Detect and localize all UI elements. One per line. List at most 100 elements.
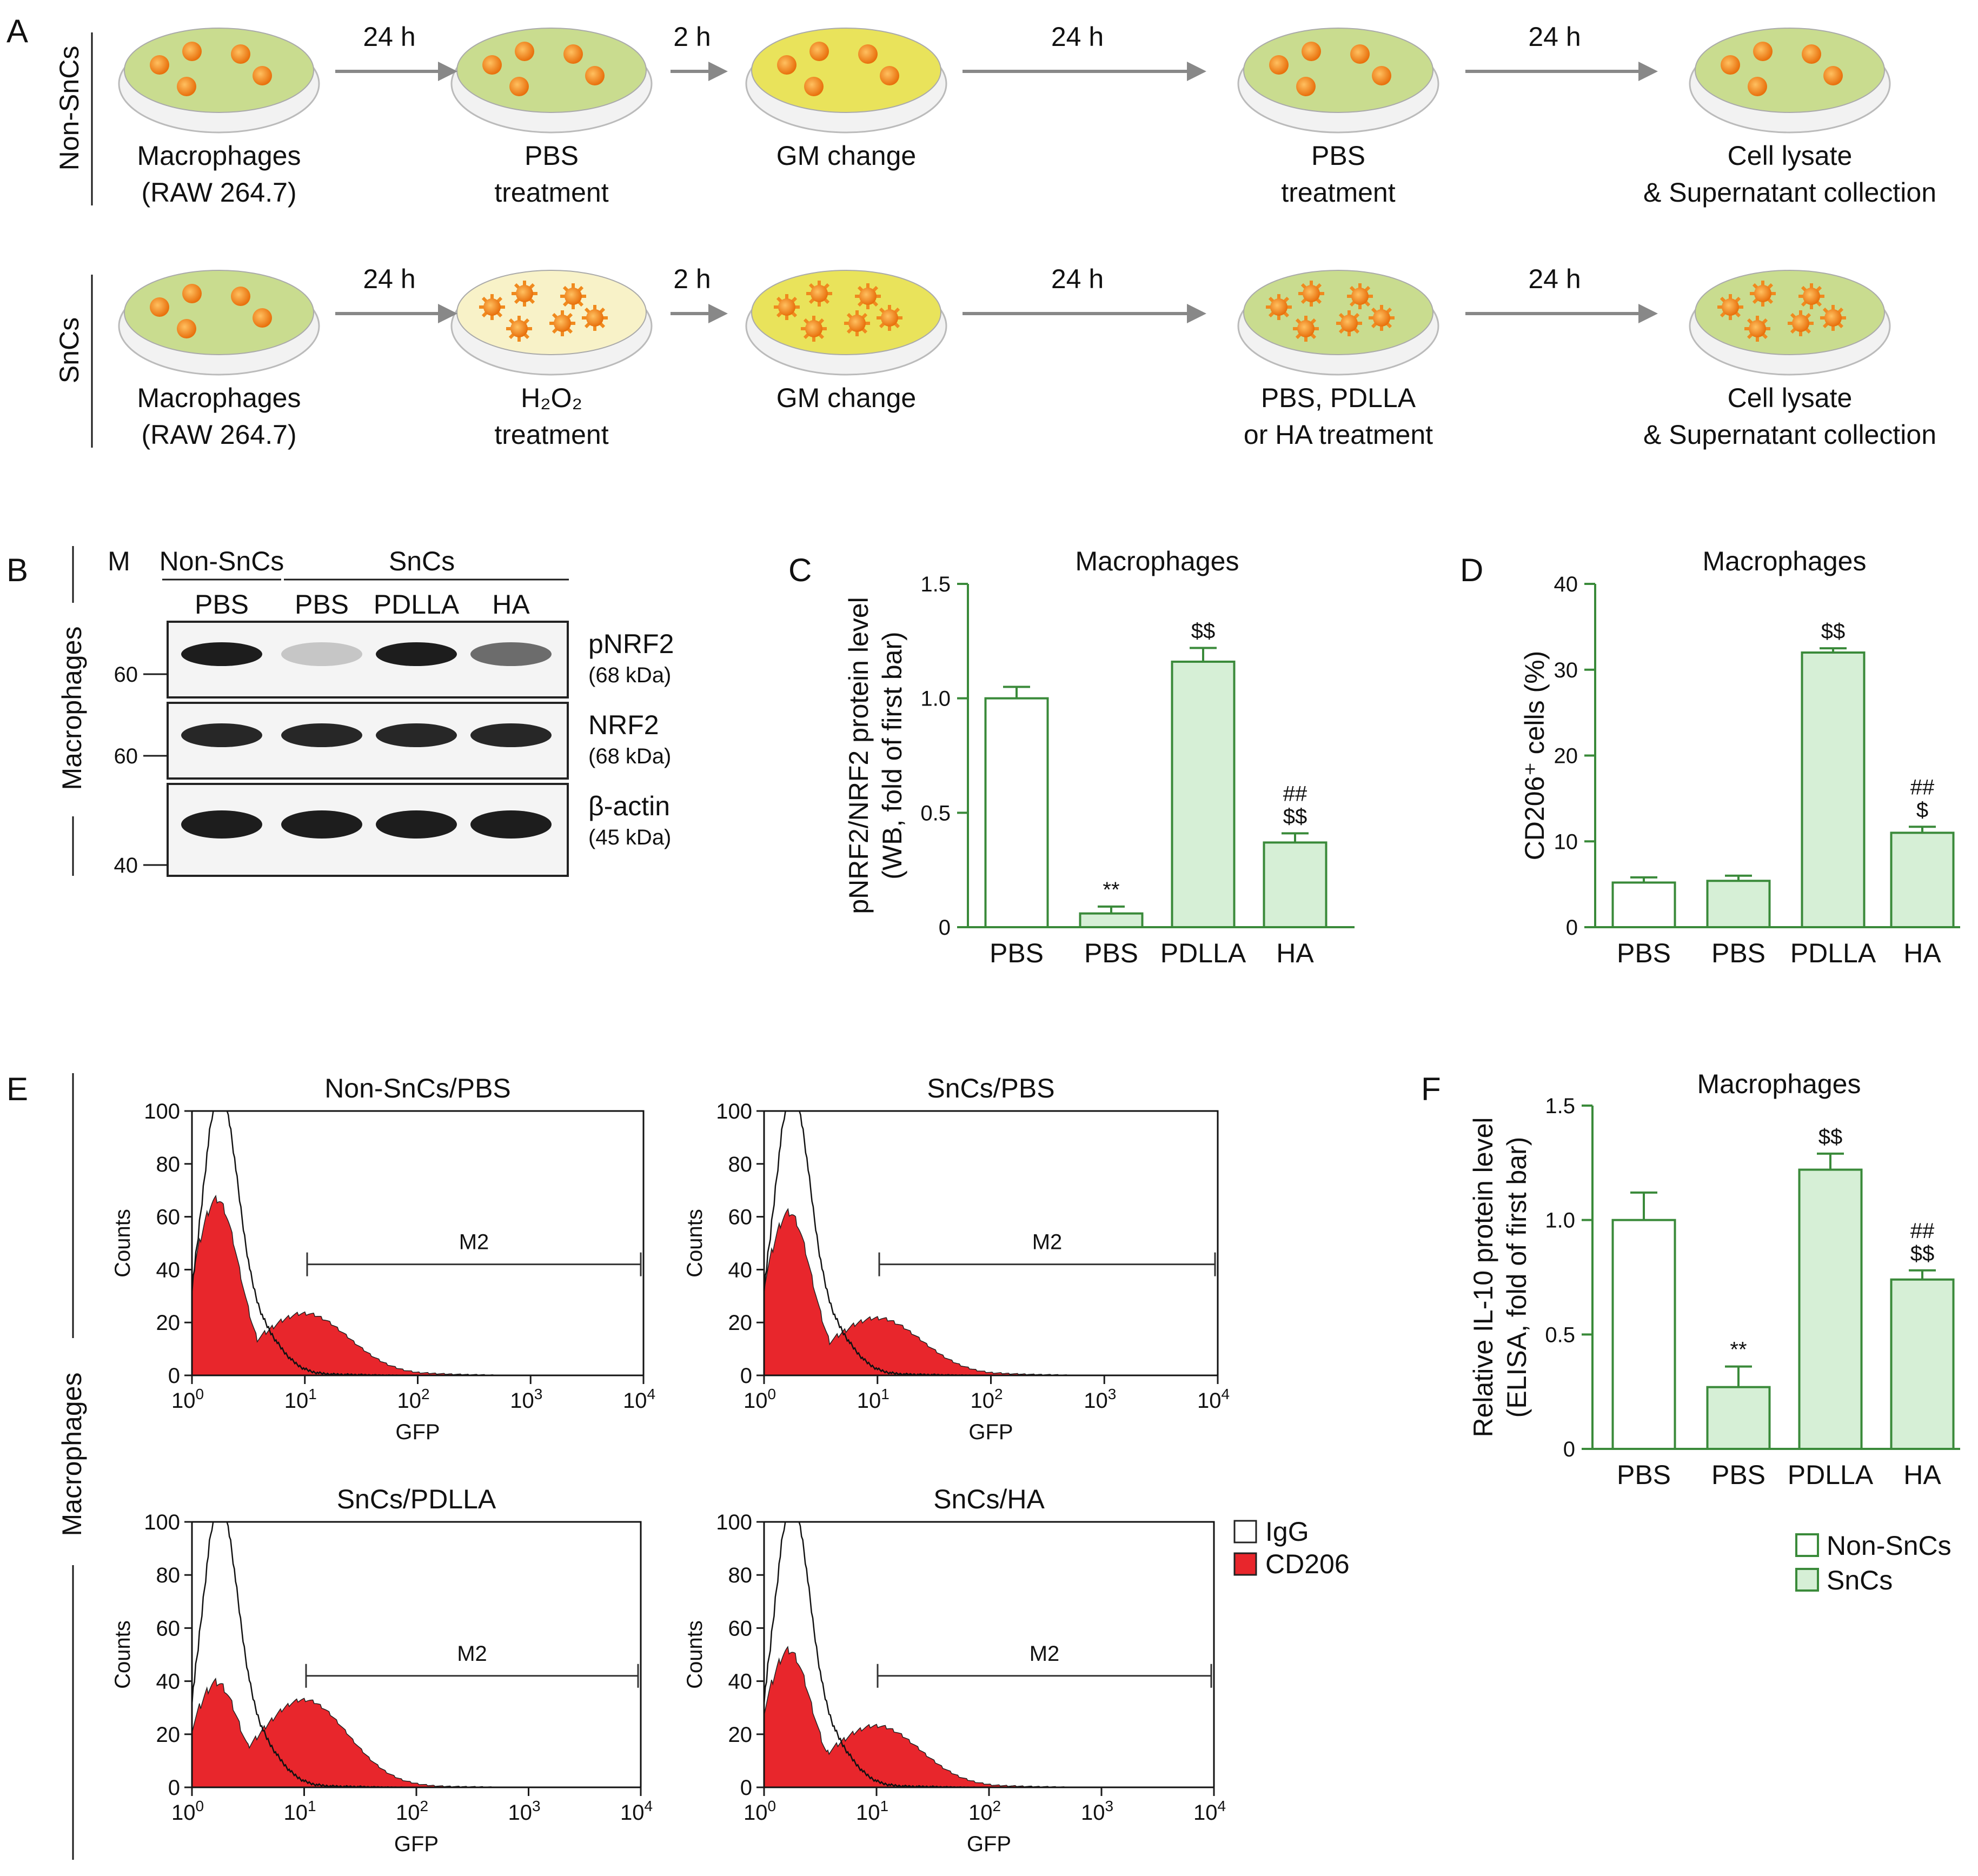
y-tick-label: 40 (156, 1258, 181, 1282)
histogram-title: SnCs/HA (933, 1484, 1045, 1514)
protein-band (376, 642, 457, 666)
dish-medium (124, 28, 314, 113)
row-label: Non-SnCs (54, 46, 84, 171)
m2-gate-label: M2 (459, 1230, 489, 1254)
y-tick-label: 40 (728, 1670, 753, 1694)
macrophage-cell (809, 42, 829, 61)
x-axis-label: GFP (967, 1832, 1011, 1856)
x-tick-label: 104 (1197, 1386, 1230, 1413)
cell-body (805, 320, 822, 337)
macrophage-cell (182, 42, 202, 61)
significance-mark: $$ (1818, 1125, 1843, 1149)
culture-dish (118, 270, 320, 376)
step-label-line1: H₂O₂ (521, 383, 582, 413)
macrophage-cell (1269, 55, 1289, 75)
macrophage-cell (509, 77, 529, 96)
senescent-cell (549, 310, 575, 336)
y-tick-label: 1.5 (920, 573, 951, 596)
senescent-cell (844, 310, 870, 336)
histogram-title: SnCs/PBS (927, 1073, 1054, 1103)
y-axis-label-line1: Relative IL-10 protein level (1468, 1117, 1498, 1438)
y-tick-label: 20 (728, 1723, 753, 1747)
histogram-plot: SnCs/HA 0 20 40 60 80 100 100 101 102 103 104 GFP Cou… (683, 1484, 1226, 1856)
cell-body (586, 309, 603, 327)
dish-medium (1243, 28, 1433, 113)
blot-strip: 60 pNRF2 (68 kDa) (114, 621, 674, 698)
cell-body (510, 320, 528, 337)
protein-band (281, 642, 362, 666)
y-tick-label: 100 (716, 1100, 752, 1123)
senescent-cell (1266, 294, 1292, 320)
y-axis-label: Counts (683, 1209, 707, 1278)
legend-cd206-label: CD206 (1265, 1549, 1350, 1579)
y-tick-label: 40 (1554, 573, 1578, 596)
arrow-duration: 24 h (363, 264, 415, 294)
culture-dish (1237, 28, 1439, 134)
culture-dish (745, 28, 947, 134)
cell-body (1824, 309, 1842, 327)
culture-dish (1689, 270, 1891, 376)
histogram-plot: SnCs/PDLLA 0 20 40 60 80 100 100 101 102 103 104 GFP… (111, 1484, 653, 1856)
x-tick-label: HA (1276, 938, 1314, 968)
bar (1801, 651, 1866, 928)
step-label-line1: Macrophages (137, 141, 301, 171)
cd206-histogram (191, 1678, 641, 1788)
step-label-line2: & Supernatant collection (1643, 177, 1936, 208)
x-tick-label: 101 (857, 1386, 890, 1413)
significance-mark: ** (1730, 1338, 1747, 1362)
blot-target-kda: (45 kDa) (588, 826, 671, 849)
y-tick-label: 80 (156, 1153, 181, 1176)
cell-body (881, 309, 898, 327)
m2-gate-label: M2 (1030, 1642, 1060, 1666)
panel-e-label: E (6, 1071, 28, 1107)
panel-d-label: D (1460, 552, 1483, 588)
cell-body (1803, 288, 1820, 305)
y-tick-label: 60 (728, 1206, 753, 1229)
x-tick-label: 100 (744, 1798, 776, 1825)
macrophage-cell (585, 66, 605, 85)
arrow-duration: 24 h (1051, 22, 1104, 52)
macrophage-cell (804, 77, 824, 96)
dish-medium (1695, 270, 1885, 355)
significance-mark: ** (1103, 878, 1119, 902)
macrophage-cell (177, 77, 196, 96)
y-tick-label: 1.5 (1545, 1094, 1575, 1118)
y-tick-label: 30 (1554, 658, 1578, 682)
macrophage-cell (150, 297, 169, 317)
culture-dish (1689, 28, 1891, 134)
senescent-cell (1798, 283, 1824, 309)
y-tick-label: 0 (740, 1776, 752, 1800)
y-axis-label: Counts (111, 1620, 135, 1689)
macrophage-cell (1350, 44, 1370, 64)
group-nonsncs-label: Non-SnCs (160, 546, 284, 576)
protein-band (376, 810, 457, 839)
bar (1798, 1168, 1863, 1451)
macrophage-cell (1802, 44, 1821, 64)
y-tick-label: 40 (728, 1258, 753, 1282)
plot-frame (763, 1521, 1215, 1788)
significance-mark: $$ (1910, 1242, 1935, 1266)
bar-chart-C: Macrophages 0 0.5 1.0 1.5 pNRF2/NRF2 protein … (844, 546, 1355, 968)
bar-charts: Macrophages 0 0.5 1.0 1.5 pNRF2/NRF2 protein … (844, 546, 1960, 1490)
x-tick-label: 103 (1081, 1798, 1113, 1825)
cd206-histogram (764, 1646, 1214, 1788)
blot-target-name: pNRF2 (588, 629, 674, 659)
legend-nonsncs-label: Non-SnCs (1827, 1531, 1952, 1561)
macrophage-cell (1748, 77, 1767, 96)
protein-band (470, 642, 552, 666)
senescent-cell (1717, 294, 1743, 320)
m2-gate-label: M2 (1032, 1230, 1063, 1254)
protein-band (181, 642, 262, 666)
x-tick-label: 101 (856, 1798, 888, 1825)
row-label: SnCs (54, 317, 84, 383)
cell-body (848, 315, 866, 332)
senescent-cell (877, 305, 902, 331)
culture-dish (745, 270, 947, 376)
y-tick-label: 20 (156, 1723, 181, 1747)
y-tick-label: 0.5 (920, 801, 951, 825)
cell-body (1340, 315, 1358, 332)
y-tick-label: 80 (156, 1564, 181, 1587)
legend-sncs-swatch (1795, 1568, 1819, 1592)
bar-chart-D: Macrophages 0 10 20 30 40 CD206⁺ cells (%) PBS P… (1519, 546, 1960, 968)
